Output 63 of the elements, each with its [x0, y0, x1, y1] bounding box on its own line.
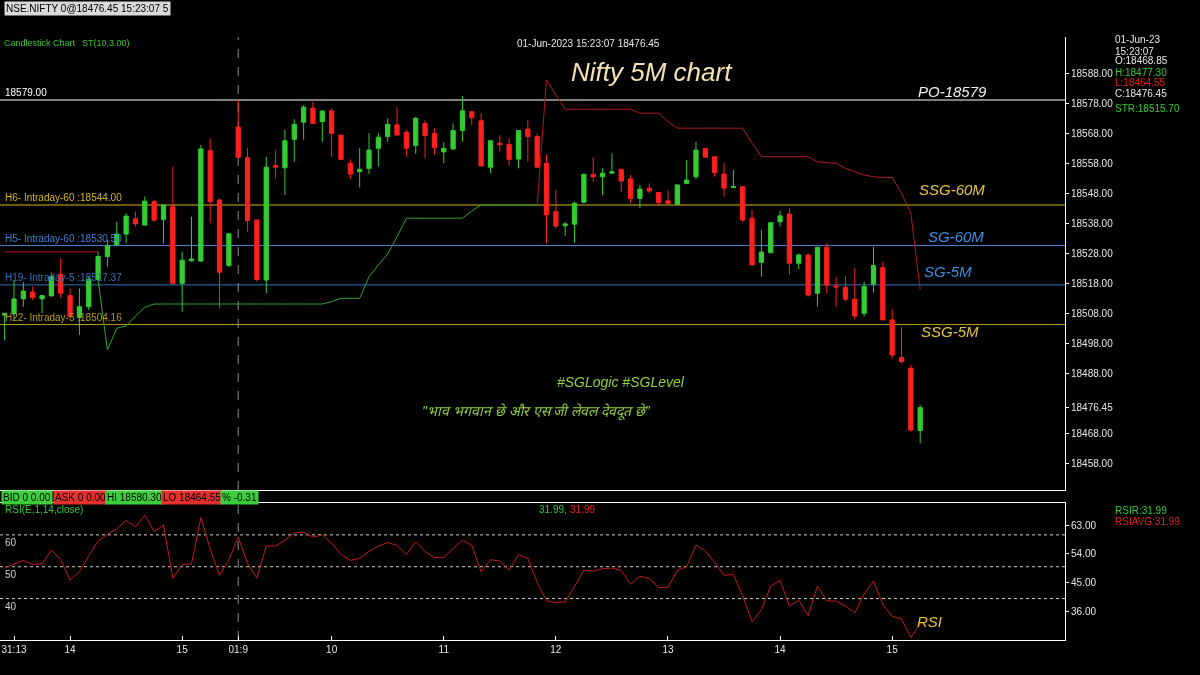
y-tick-label: 18458.00 [1071, 457, 1114, 469]
y-tick-label: 18518.00 [1071, 277, 1114, 289]
y-tick-label: 18488.00 [1071, 367, 1114, 379]
annotation: Candlestick Chart [4, 38, 76, 48]
annotation: SSG-60M [919, 181, 986, 198]
annotation: LO 18464.55 [163, 492, 222, 503]
annotation: SSG-5M [921, 323, 980, 340]
text: NSE.NIFTY 0@18476.45 15:23:07 5 [6, 3, 169, 14]
annotation: SG-5M [924, 263, 973, 280]
x-tick-label: 11 [438, 644, 450, 655]
text: STR:18515.70 [1115, 103, 1180, 114]
text: RSIAVG:31.99 [1115, 516, 1181, 527]
text: O:18468.85 [1115, 55, 1168, 66]
annotation: BID 0 0.00 [3, 492, 51, 503]
chart-title: RSI(E,1,14,close) [5, 504, 84, 515]
text: L:18464.55 [1115, 77, 1166, 88]
y-tick-label: 36.00 [1071, 605, 1097, 617]
text: H:18477.30 [1115, 67, 1168, 78]
annotation: 01-Jun-2023 15:23:07 18476.45 [517, 38, 660, 49]
y-tick-label: 18468.00 [1071, 427, 1114, 439]
annotation: 31.99 [570, 504, 596, 515]
y-tick-label: 18508.00 [1071, 307, 1114, 319]
text: C:18476.45 [1115, 88, 1168, 99]
y-tick-label: 18548.00 [1071, 187, 1114, 199]
x-tick-label: 31:13 [1, 644, 27, 655]
y-tick-label: 63.00 [1071, 519, 1097, 531]
y-tick-label: 45.00 [1071, 577, 1097, 589]
annotation: 31.99, [539, 504, 567, 515]
ref-line-label: 18579.00 [5, 87, 48, 98]
ref-line-label: 50 [5, 569, 17, 580]
y-tick-label: 18528.00 [1071, 247, 1114, 259]
annotation: ST(10,3.00) [82, 38, 130, 48]
annotation: #SGLogic #SGLevel [557, 374, 685, 390]
y-tick-label: 18588.00 [1071, 67, 1114, 79]
y-tick-label: 18498.00 [1071, 337, 1114, 349]
text: RSIR:31.99 [1115, 505, 1168, 516]
annotation: "भाव भगवान छे और एस जी लेवल देवदूत छे” [422, 403, 652, 421]
text: Nifty 5M chart [571, 57, 734, 87]
y-tick-label: 18558.00 [1071, 157, 1114, 169]
annotation: ASK 0 0.00 [55, 492, 107, 503]
y-tick-label: 18476.45 [1071, 402, 1114, 414]
x-tick-label: 13 [662, 644, 674, 655]
x-tick-label: 15 [886, 644, 899, 655]
ref-line-label: H6- Intraday-60 :18544.00 [5, 192, 123, 203]
y-tick-label: 18568.00 [1071, 127, 1114, 139]
x-tick-label: 15 [176, 644, 189, 655]
annotation: HI 18580.30 [107, 492, 162, 503]
ref-line-label: 40 [5, 601, 17, 612]
annotation: PO-18579 [918, 83, 988, 100]
y-tick-label: 18578.00 [1071, 97, 1114, 109]
x-tick-label: 14 [64, 644, 77, 655]
y-tick-label: 54.00 [1071, 548, 1097, 560]
x-tick-label: 14 [774, 644, 787, 655]
annotation: RSI [917, 613, 943, 630]
text: 15:23:07 [1115, 46, 1155, 57]
annotation: SG-60M [928, 228, 985, 245]
annotation: % -0.31 [222, 492, 257, 503]
ref-line-label: 60 [5, 537, 17, 548]
x-tick-label: 12 [550, 644, 562, 655]
x-tick-label: 10 [326, 644, 338, 655]
text: 01-Jun-23 [1115, 34, 1161, 45]
x-tick-label: 01:9 [228, 644, 249, 655]
y-tick-label: 18538.00 [1071, 217, 1114, 229]
